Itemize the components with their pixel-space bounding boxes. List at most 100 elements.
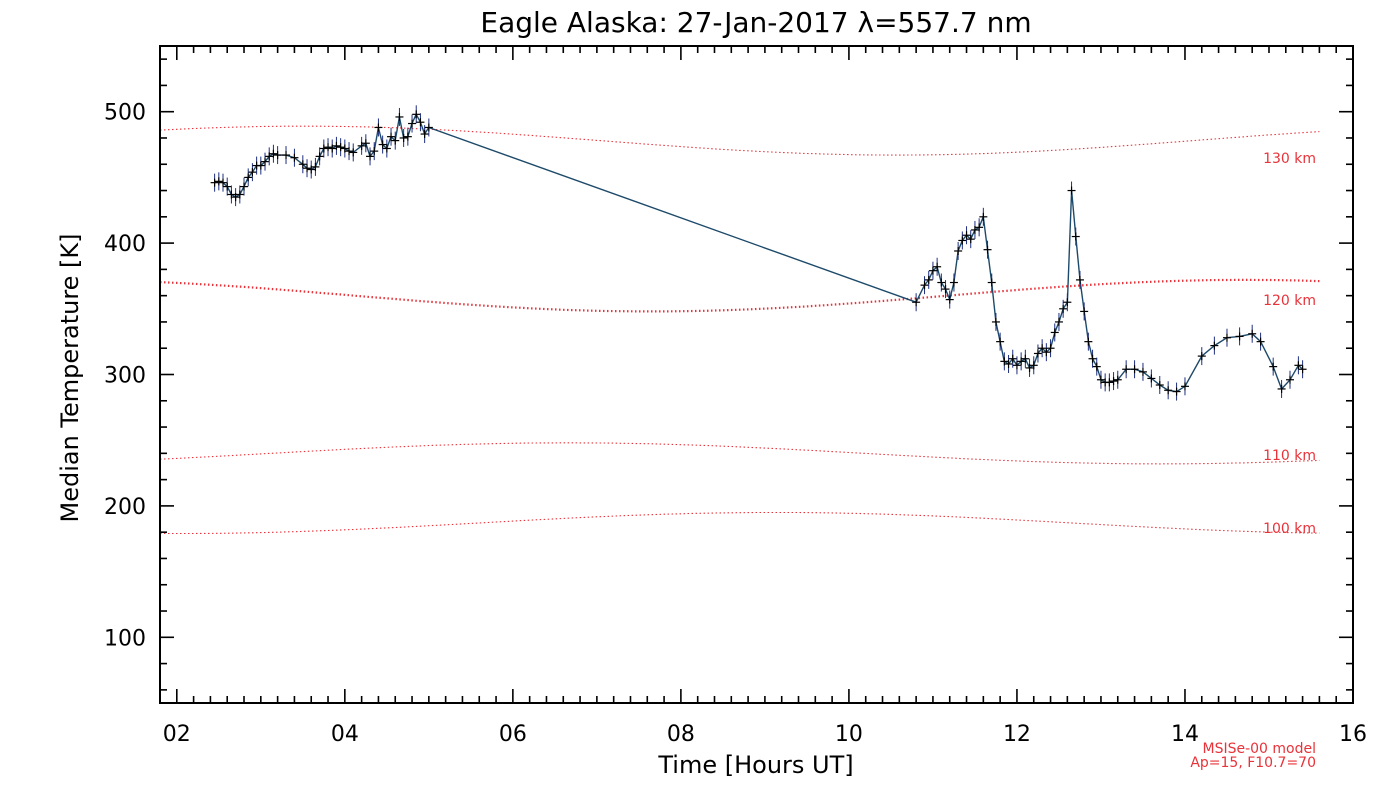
data-point [370, 142, 379, 161]
data-point [1210, 336, 1219, 355]
data-point [1197, 347, 1206, 366]
plot-frame [159, 45, 1354, 704]
data-point [962, 226, 971, 245]
data-point [937, 273, 946, 292]
data-point [1080, 302, 1089, 321]
data-point [979, 207, 988, 226]
data-point [958, 231, 967, 250]
model-curve-110km [159, 442, 1320, 465]
model-curve-130km [159, 125, 1320, 156]
data-point [1269, 357, 1278, 376]
model-curve-100km [159, 511, 1320, 535]
data-point [1038, 339, 1047, 358]
data-point [269, 144, 278, 163]
data-point [1277, 379, 1286, 398]
data-point [1248, 324, 1257, 343]
data-point [256, 156, 265, 175]
data-point [1298, 360, 1307, 379]
data-point [1025, 358, 1034, 377]
data-point [315, 147, 324, 166]
data-point [928, 261, 937, 280]
data-point [324, 138, 333, 157]
data-point [1033, 344, 1042, 363]
data-point [420, 125, 429, 144]
data-point [307, 160, 316, 179]
data-point [987, 273, 996, 292]
data-point [1138, 362, 1147, 381]
data-point [1063, 293, 1072, 312]
data-point [1017, 352, 1026, 371]
data-point [991, 312, 1000, 331]
data-point [1164, 381, 1173, 400]
series-line [214, 112, 1304, 393]
data-point [1000, 352, 1009, 371]
data-point [924, 270, 933, 289]
data-point [1042, 343, 1051, 362]
axis-ticks [159, 46, 1354, 703]
model-label-100: 100 km [1263, 521, 1316, 537]
data-point [1130, 360, 1139, 379]
data-point [954, 241, 963, 260]
data-point [1021, 349, 1030, 368]
data-point [1222, 328, 1231, 347]
data-point [1050, 323, 1059, 342]
data-point [1092, 357, 1101, 376]
data-point [219, 173, 228, 192]
tick-labels: 02 04 06 08 10 12 14 16 100 200 300 400 500 [104, 101, 1367, 747]
data-point [1180, 377, 1189, 396]
data-point [1075, 270, 1084, 289]
y-tick-label: 400 [104, 232, 146, 257]
data-point [1029, 356, 1038, 375]
data-point [1122, 360, 1131, 379]
data-point [1256, 332, 1265, 351]
data-point [391, 131, 400, 150]
data-point [1012, 356, 1021, 375]
data-point [1294, 356, 1303, 375]
data-point [933, 257, 942, 276]
data-point [408, 114, 417, 133]
data-point [290, 148, 299, 167]
model-curves [159, 125, 1320, 535]
y-tick-label: 500 [104, 101, 146, 126]
data-point [941, 280, 950, 299]
data-point [298, 155, 307, 174]
data-point [424, 118, 433, 137]
data-point [1096, 370, 1105, 389]
data-point [311, 157, 320, 176]
data-point [210, 173, 219, 192]
x-tick-label: 06 [499, 722, 527, 747]
data-point [403, 127, 412, 146]
data-point [1067, 181, 1076, 200]
data-point [996, 332, 1005, 351]
y-tick-label: 200 [104, 495, 146, 520]
data-point [214, 172, 223, 191]
data-point [387, 127, 396, 146]
data-point [1155, 376, 1164, 395]
data-series [210, 105, 1307, 401]
data-point [1004, 354, 1013, 373]
data-point [1109, 372, 1118, 391]
data-point [1054, 312, 1063, 331]
data-point [1172, 382, 1181, 401]
y-axis-title: Median Temperature [K] [56, 233, 84, 522]
data-point [1088, 349, 1097, 368]
data-point [340, 139, 349, 158]
data-point [361, 134, 370, 153]
data-point [273, 146, 282, 165]
data-point [244, 168, 253, 187]
data-point [920, 276, 929, 295]
data-point [912, 293, 921, 312]
data-point [319, 139, 328, 158]
data-point [223, 177, 232, 196]
data-point [970, 220, 979, 239]
data-point [328, 139, 337, 158]
data-point [983, 240, 992, 259]
data-point [1084, 332, 1093, 351]
data-point [1046, 339, 1055, 358]
data-point [1147, 369, 1156, 388]
data-point [240, 177, 249, 196]
x-axis-title: Time [Hours UT] [657, 751, 853, 779]
data-point [366, 147, 375, 166]
data-point [303, 159, 312, 178]
